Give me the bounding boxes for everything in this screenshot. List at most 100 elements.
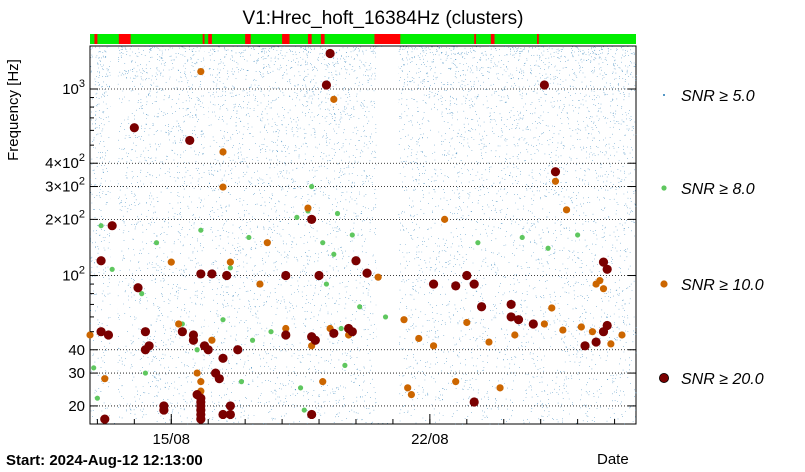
state-bar <box>90 34 636 44</box>
cluster-point-snr20 <box>96 256 106 266</box>
cluster-point-snr20 <box>233 345 243 355</box>
cluster-point-snr20 <box>351 256 361 266</box>
cluster-point-snr10 <box>596 276 604 285</box>
cluster-point-snr10 <box>496 384 504 392</box>
legend-marker <box>659 372 670 383</box>
cluster-point-snr10 <box>588 328 597 336</box>
cluster-point-snr10 <box>400 316 408 324</box>
cluster-point-snr20 <box>225 401 235 411</box>
cluster-point-snr8 <box>91 365 97 371</box>
cluster-point-snr20 <box>513 315 524 325</box>
cluster-point-snr20 <box>196 414 206 424</box>
cluster-point-snr20 <box>602 264 612 274</box>
cluster-point-snr20 <box>133 283 143 293</box>
legend-entry: SNR ≥ 8.0 <box>681 181 755 198</box>
cluster-point-snr20 <box>602 320 612 331</box>
cluster-point-snr10 <box>167 258 175 266</box>
cluster-point-snr8 <box>153 240 160 246</box>
state-bar-off-segment <box>245 34 251 44</box>
cluster-point-snr20 <box>591 337 601 347</box>
cluster-point-snr20 <box>539 80 549 90</box>
cluster-point-snr8 <box>357 304 363 310</box>
cluster-point-snr20 <box>451 281 461 291</box>
legend: SNR ≥ 5.0 SNR ≥ 8.0 SNR ≥ 10.0 SNR ≥ 20.0 <box>659 88 764 388</box>
cluster-point-snr10 <box>282 324 290 333</box>
cluster-point-snr10 <box>618 331 626 339</box>
cluster-point-snr10 <box>330 95 338 103</box>
data-gap <box>376 47 399 423</box>
chart-title: V1:Hrec_hoft_16384Hz (clusters) <box>243 8 524 29</box>
cluster-point-snr10 <box>175 320 183 328</box>
cluster-point-snr8 <box>98 223 104 229</box>
cluster-point-snr20 <box>100 414 110 424</box>
cluster-point-snr20 <box>218 409 228 420</box>
cluster-point-snr10 <box>197 67 205 76</box>
legend-entry: SNR ≥ 10.0 <box>681 277 764 294</box>
y-tick-label: 30 <box>68 365 85 382</box>
cluster-point-snr20 <box>159 405 169 415</box>
grid-lines <box>90 88 636 407</box>
cluster-point-snr10 <box>86 331 94 339</box>
cluster-point-snr20 <box>347 327 357 337</box>
state-bar-off-segment <box>490 34 495 44</box>
cluster-point-snr20 <box>469 279 479 289</box>
x-tick-label: 15/08 <box>152 431 190 448</box>
cluster-point-snr20 <box>550 167 561 177</box>
axis-ticks: 20 30 40 102 2×102 3×102 4×102 103 15/08 22/08 <box>45 78 636 448</box>
cluster-point-snr8 <box>238 379 245 385</box>
legend-marker <box>661 185 667 191</box>
data-gap <box>204 47 209 423</box>
legend-entry: SNR ≥ 5.0 <box>681 88 755 105</box>
cluster-point-snr20 <box>207 269 217 279</box>
cluster-point-snr20 <box>325 48 335 59</box>
y-tick-label: 102 <box>62 265 85 285</box>
cluster-point-snr20 <box>506 312 516 322</box>
cluster-point-snr20 <box>307 409 317 420</box>
data-gap <box>110 47 118 423</box>
cluster-point-snr8 <box>294 214 300 220</box>
cluster-point-snr8 <box>194 347 200 353</box>
cluster-point-snr20 <box>476 302 487 312</box>
state-bar-off-segment <box>536 34 539 44</box>
cluster-point-snr8 <box>331 251 337 257</box>
cluster-point-snr8 <box>297 385 304 391</box>
cluster-point-snr20 <box>196 269 206 279</box>
legend-marker <box>663 94 665 96</box>
cluster-point-snr10 <box>562 206 571 214</box>
cluster-point-snr20 <box>580 341 590 351</box>
cluster-point-snr8 <box>246 234 252 241</box>
cluster-point-snr8 <box>320 240 326 246</box>
cluster-point-snr10 <box>407 390 415 399</box>
cluster-point-snr10 <box>197 378 205 386</box>
cluster-point-snr10 <box>304 204 312 212</box>
cluster-point-snr10 <box>219 148 227 156</box>
cluster-point-snr20 <box>214 374 224 384</box>
cluster-point-snr8 <box>198 227 204 233</box>
cluster-point-snr20 <box>307 332 317 342</box>
cluster-point-snr10 <box>263 239 271 247</box>
state-bar-off-segment <box>202 34 205 44</box>
x-axis-label: Date <box>597 451 629 468</box>
cluster-point-snr10 <box>485 338 493 346</box>
cluster-point-snr10 <box>404 384 412 392</box>
y-tick-label: 20 <box>68 398 85 415</box>
cluster-point-snr10 <box>511 331 519 339</box>
y-tick-label: 103 <box>62 78 85 98</box>
cluster-point-snr10 <box>463 318 471 327</box>
cluster-point-snr10 <box>452 378 460 386</box>
cluster-point-snr10 <box>193 369 201 377</box>
cluster-point-snr8 <box>139 291 145 297</box>
cluster-point-snr8 <box>519 234 525 241</box>
cluster-point-snr10 <box>374 273 382 281</box>
cluster-point-snr8 <box>323 281 330 287</box>
cluster-point-snr20 <box>185 135 195 146</box>
cluster-point-snr8 <box>109 266 115 272</box>
cluster-point-snr20 <box>225 409 235 420</box>
cluster-point-snr10 <box>599 285 608 293</box>
cluster-point-snr10 <box>548 304 556 312</box>
cluster-point-snr8 <box>301 407 307 413</box>
state-bar-off-segment <box>307 34 312 44</box>
cluster-point-snr8 <box>349 232 355 238</box>
cluster-point-snr20 <box>307 214 317 224</box>
